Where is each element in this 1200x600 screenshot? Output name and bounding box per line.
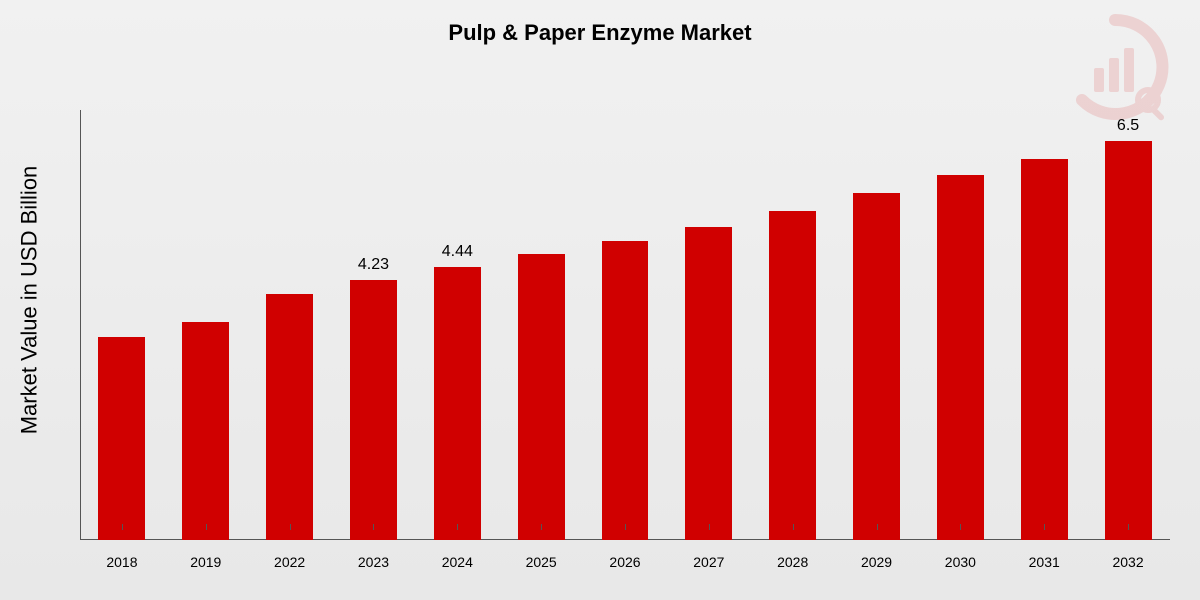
bar-slot [499,110,583,540]
x-tick-label: 2032 [1086,554,1170,570]
bar [685,227,732,540]
bar-value-label: 6.5 [1117,117,1139,135]
y-axis-label: Market Value in USD Billion [16,166,42,435]
bar-value-label: 4.44 [442,243,473,261]
bar-slot [918,110,1002,540]
bar-slot [667,110,751,540]
bar [1021,159,1068,540]
bar [602,241,649,540]
bar [266,294,313,540]
bar-slot: 4.23 [332,110,416,540]
bar [518,254,565,540]
bar-value-label: 4.23 [358,256,389,274]
x-tick-label: 2031 [1002,554,1086,570]
bar [182,322,229,540]
bar [937,175,984,541]
x-tick-label: 2022 [248,554,332,570]
bar-slot [248,110,332,540]
x-tick-label: 2025 [499,554,583,570]
x-tick-label: 2026 [583,554,667,570]
bar-slot [835,110,919,540]
chart-canvas: Pulp & Paper Enzyme Market Market Value … [0,0,1200,600]
bar [98,337,145,540]
x-tick-label: 2030 [918,554,1002,570]
x-tick-label: 2024 [415,554,499,570]
x-tick-label: 2029 [835,554,919,570]
bar-slot [583,110,667,540]
bar: 6.5 [1105,141,1152,540]
bar-slot: 6.5 [1086,110,1170,540]
bars-container: 4.23 4.44 6.5 [80,110,1170,540]
x-tick-label: 2028 [751,554,835,570]
bar-slot [751,110,835,540]
bar-slot [1002,110,1086,540]
bar-slot: 4.44 [415,110,499,540]
bar-slot [164,110,248,540]
x-axis-ticks: 2018201920222023202420252026202720282029… [80,554,1170,570]
bar [769,211,816,540]
bar-slot [80,110,164,540]
bar: 4.23 [350,280,397,540]
x-tick-label: 2019 [164,554,248,570]
chart-title: Pulp & Paper Enzyme Market [0,20,1200,46]
x-tick-label: 2023 [332,554,416,570]
x-tick-label: 2027 [667,554,751,570]
bar [853,193,900,540]
plot-area: 4.23 4.44 6.5 [80,110,1170,540]
x-tick-label: 2018 [80,554,164,570]
bar: 4.44 [434,267,481,540]
